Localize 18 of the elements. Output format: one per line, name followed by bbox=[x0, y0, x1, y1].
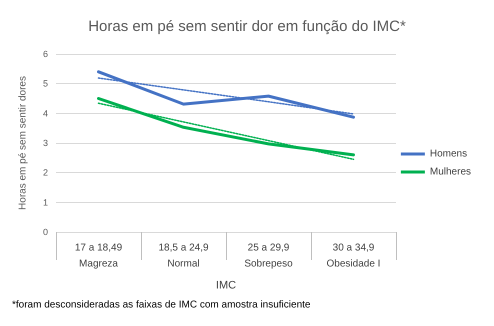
y-tick-label: 3 bbox=[42, 138, 48, 148]
x-tick-label: 18,5 a 24,9 Normal bbox=[158, 242, 209, 270]
y-axis-title: Horas em pé sem sentir dores bbox=[18, 76, 28, 210]
y-tick-label: 0 bbox=[42, 227, 48, 237]
text: *foram desconsideradas as faixas de IMC com amostra insuficiente bbox=[12, 300, 311, 310]
y-tick-label: 5 bbox=[42, 78, 48, 89]
legend-label: Homens bbox=[430, 148, 468, 160]
x-axis-title: IMC bbox=[216, 280, 236, 292]
line-series bbox=[97, 70, 355, 119]
x-tick-label: 25 a 29,9 Sobrepeso bbox=[244, 242, 294, 270]
x-tick-label: 17 a 18,49 Magreza bbox=[74, 242, 123, 270]
legend-label: Mulheres bbox=[430, 166, 472, 178]
y-tick-label: 2 bbox=[42, 168, 48, 178]
chart-title: Horas em pé sem sentir dor em função do IMC* bbox=[88, 18, 406, 35]
x-tick-label: 30 a 34,9 Obesidade I bbox=[326, 242, 380, 270]
y-tick-label: 4 bbox=[42, 108, 48, 118]
y-tick-label: 6 bbox=[42, 49, 48, 59]
y-tick-label: 1 bbox=[42, 197, 48, 208]
